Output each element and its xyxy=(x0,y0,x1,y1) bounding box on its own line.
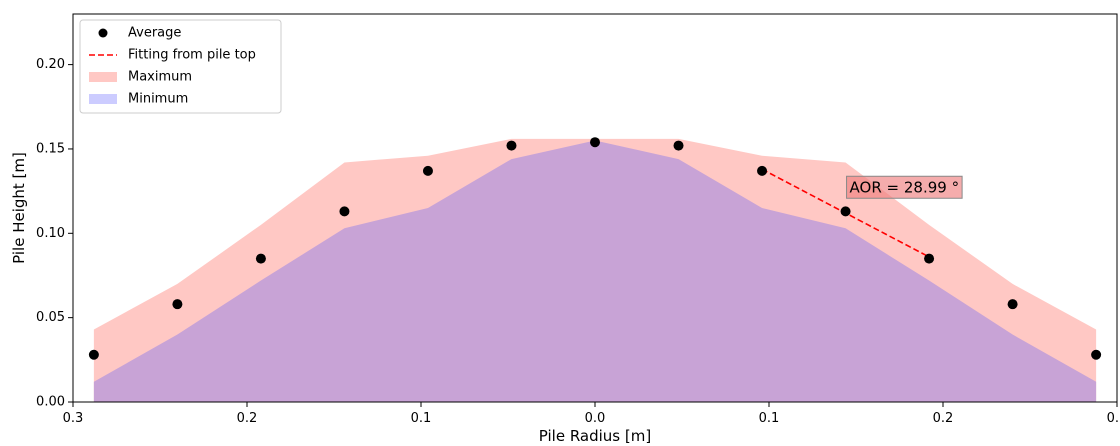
annotation-text: AOR = 28.99 ° xyxy=(850,178,960,196)
average-point xyxy=(1091,349,1102,360)
y-tick-label: 0.15 xyxy=(36,141,65,156)
scatter-layer xyxy=(88,137,1102,360)
legend-minimum-swatch xyxy=(89,94,117,104)
annotation-box xyxy=(846,175,963,199)
y-tick-label: 0.10 xyxy=(36,226,65,241)
aor-annotation: AOR = 28.99 ° xyxy=(846,175,963,199)
y-tick-label: 0.00 xyxy=(36,395,65,410)
legend-average-marker xyxy=(98,28,108,38)
average-point xyxy=(172,299,183,310)
average-point xyxy=(673,140,684,151)
average-point xyxy=(88,349,99,360)
legend-box xyxy=(79,19,282,114)
x-tick-label: 0.3 xyxy=(63,411,84,426)
average-point xyxy=(840,206,851,217)
x-tick-label: 0.3 xyxy=(1107,411,1120,426)
legend-entry-label: Minimum xyxy=(128,92,188,107)
average-point xyxy=(1007,299,1018,310)
y-axis-label: Pile Height [m] xyxy=(10,152,28,264)
x-tick-label: 0.0 xyxy=(585,411,606,426)
x-tick-label: 0.2 xyxy=(237,411,258,426)
average-point xyxy=(422,165,433,176)
annotation-layer: AOR = 28.99 ° xyxy=(846,175,963,199)
average-point xyxy=(924,253,935,264)
legend: Average Fitting from pile top Maximum Minim… xyxy=(79,19,282,114)
average-point xyxy=(339,206,350,217)
x-tick-label: 0.2 xyxy=(933,411,954,426)
y-tick-label: 0.05 xyxy=(36,310,65,325)
average-point xyxy=(255,253,266,264)
area-layer xyxy=(93,138,1097,403)
average-point xyxy=(506,140,517,151)
x-axis: 0.3 0.2 0.1 0.0 0.1 0.2 0.3 xyxy=(63,402,1120,426)
average-point xyxy=(590,137,600,148)
legend-entry-label: Maximum xyxy=(128,70,192,85)
legend-maximum-swatch xyxy=(89,72,117,82)
average-point xyxy=(757,165,768,176)
y-tick-label: 0.20 xyxy=(36,57,65,72)
legend-entry-label: Average xyxy=(128,26,181,41)
legend-entry-label: Fitting from pile top xyxy=(128,48,256,63)
x-tick-label: 0.1 xyxy=(411,411,432,426)
y-axis: 0.00 0.05 0.10 0.15 0.20 xyxy=(36,57,73,410)
minimum-area xyxy=(93,140,1097,403)
x-axis-label: Pile Radius [m] xyxy=(539,427,651,445)
x-tick-label: 0.1 xyxy=(759,411,780,426)
